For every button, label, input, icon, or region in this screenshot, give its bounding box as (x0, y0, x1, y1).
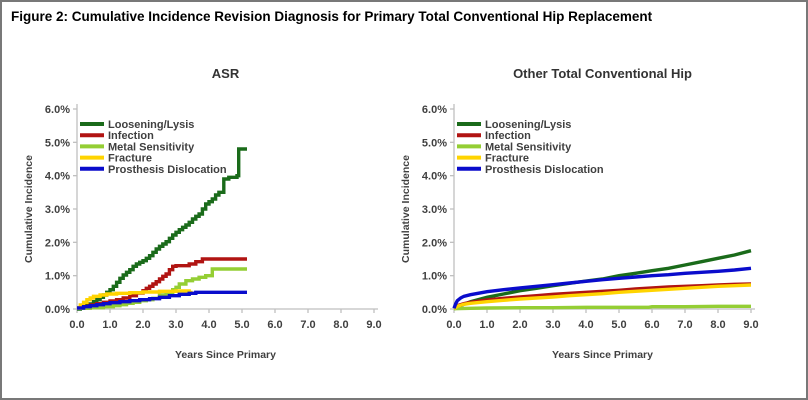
x-tick-label: 8.0 (710, 319, 725, 331)
x-axis-title: Years Since Primary (552, 349, 653, 361)
y-tick-label: 2.0% (45, 237, 70, 249)
other-total-conventional-hip-chart: Other Total Conventional Hip 0.0% 1.0% 2.0%… (400, 66, 759, 361)
series-fracture (77, 289, 193, 310)
x-tick-label: 7.0 (300, 319, 315, 331)
y-tick-label: 3.0% (422, 204, 447, 216)
x-tick-label: 4.0 (201, 319, 216, 331)
series-fracture (453, 283, 752, 311)
y-tick-label: 4.0% (422, 171, 447, 183)
x-tick-label: 3.0 (545, 319, 560, 331)
x-tick-label: 5.0 (611, 319, 626, 331)
y-axis-title: Cumulative Incidence (23, 155, 35, 263)
asr-chart: ASR 0.0% 1.0% 2.0% 3.0% 4.0% 5.0% 6.0% 0.0 1.0 2.0… (23, 66, 382, 361)
y-tick-label: 5.0% (422, 137, 447, 149)
legend-label-prosthesis-dislocation: Prosthesis Dislocation (485, 164, 604, 176)
x-tick-label: 2.0 (512, 319, 527, 331)
x-tick-label: 4.0 (578, 319, 593, 331)
x-tick-label: 5.0 (234, 319, 249, 331)
y-tick-label: 0.0% (45, 304, 70, 316)
y-tick-label: 3.0% (45, 204, 70, 216)
chart-title: Other Total Conventional Hip (513, 66, 692, 81)
y-tick-label: 4.0% (45, 171, 70, 183)
figure-title: Figure 2: Cumulative Incidence Revision … (11, 9, 653, 24)
legend-label-prosthesis-dislocation: Prosthesis Dislocation (108, 164, 227, 176)
x-tick-label: 9.0 (743, 319, 758, 331)
x-tick-label: 3.0 (168, 319, 183, 331)
series-metal-sensitivity (453, 304, 751, 311)
legend-label-infection: Infection (485, 130, 531, 142)
y-tick-label: 0.0% (422, 304, 447, 316)
x-tick-label: 8.0 (333, 319, 348, 331)
x-axis-title: Years Since Primary (175, 349, 276, 361)
series-infection (77, 257, 247, 310)
y-tick-label: 5.0% (45, 137, 70, 149)
x-tick-label: 2.0 (135, 319, 150, 331)
y-tick-label: 1.0% (422, 271, 447, 283)
legend-label-infection: Infection (108, 130, 154, 142)
legend-label-loosening-lysis: Loosening/Lysis (108, 119, 194, 131)
x-tick-label: 0.0 (69, 319, 84, 331)
y-tick-label: 2.0% (422, 237, 447, 249)
y-tick-label: 6.0% (45, 104, 70, 116)
legend-label-fracture: Fracture (108, 153, 152, 165)
x-tick-label: 9.0 (366, 319, 381, 331)
series-prosthesis-dislocation (77, 290, 247, 310)
chart-title: ASR (212, 66, 240, 81)
x-tick-label: 6.0 (644, 319, 659, 331)
y-tick-label: 6.0% (422, 104, 447, 116)
legend-label-metal-sensitivity: Metal Sensitivity (108, 141, 195, 153)
legend-label-fracture: Fracture (485, 153, 529, 165)
series-prosthesis-dislocation (452, 266, 752, 309)
legend-label-loosening-lysis: Loosening/Lysis (485, 119, 571, 131)
x-tick-label: 7.0 (677, 319, 692, 331)
charts-row: ASR 0.0% 1.0% 2.0% 3.0% 4.0% 5.0% 6.0% 0.0 1.0 2.0… (16, 54, 797, 384)
x-tick-label: 6.0 (267, 319, 282, 331)
x-tick-label: 1.0 (479, 319, 494, 331)
x-tick-label: 1.0 (102, 319, 117, 331)
x-tick-label: 0.0 (446, 319, 461, 331)
y-axis-title: Cumulative Incidence (400, 155, 412, 263)
legend-label-metal-sensitivity: Metal Sensitivity (485, 141, 572, 153)
y-tick-label: 1.0% (45, 271, 70, 283)
